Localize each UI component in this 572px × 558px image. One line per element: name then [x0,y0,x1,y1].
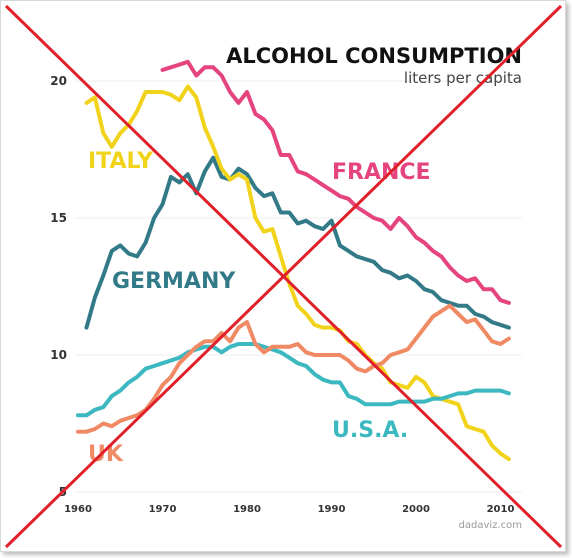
chart-title: ALCOHOL CONSUMPTION [226,44,522,68]
x-tick-label: 1960 [64,504,92,515]
credit-text: dadaviz.com [459,520,522,531]
series-label-usa: U.S.A. [332,418,408,443]
x-tick-label: 2000 [402,504,430,515]
series-line-usa [76,342,511,418]
y-tick-label: 20 [50,74,67,88]
chart-subtitle: liters per capita [404,69,522,87]
x-tick-label: 2010 [487,504,515,515]
red-x-stroke [4,4,563,549]
x-tick-label: 1970 [149,504,177,515]
y-tick-label: 10 [50,348,67,362]
x-tick-labels: 1960 1970 1980 1990 2000 2010 [64,504,514,515]
y-tick-labels: 5101520 [50,74,67,499]
series-line-germany [84,155,511,330]
series-label-germany: GERMANY [112,269,236,294]
y-tick-label: 15 [50,211,67,225]
x-tick-label: 1980 [233,504,261,515]
red-x-overlay [4,4,563,549]
series-line-france [160,59,511,305]
series-label-italy: ITALY [88,149,154,174]
series-line-uk [76,303,511,434]
x-tick-label: 1990 [318,504,346,515]
series-lines [76,59,511,462]
gridlines [75,80,522,493]
